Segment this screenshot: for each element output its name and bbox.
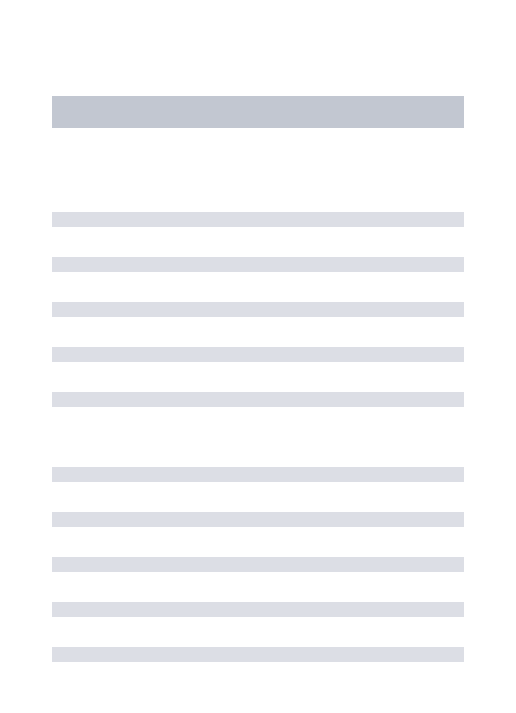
skeleton-line bbox=[52, 302, 464, 317]
skeleton-line bbox=[52, 467, 464, 482]
skeleton-line bbox=[52, 602, 464, 617]
skeleton-line bbox=[52, 212, 464, 227]
skeleton-line bbox=[52, 557, 464, 572]
skeleton-line bbox=[52, 647, 464, 662]
skeleton-container bbox=[0, 0, 516, 662]
skeleton-gap bbox=[52, 437, 464, 467]
skeleton-line bbox=[52, 257, 464, 272]
skeleton-line bbox=[52, 512, 464, 527]
skeleton-title-bar bbox=[52, 96, 464, 128]
skeleton-line bbox=[52, 392, 464, 407]
skeleton-line bbox=[52, 347, 464, 362]
